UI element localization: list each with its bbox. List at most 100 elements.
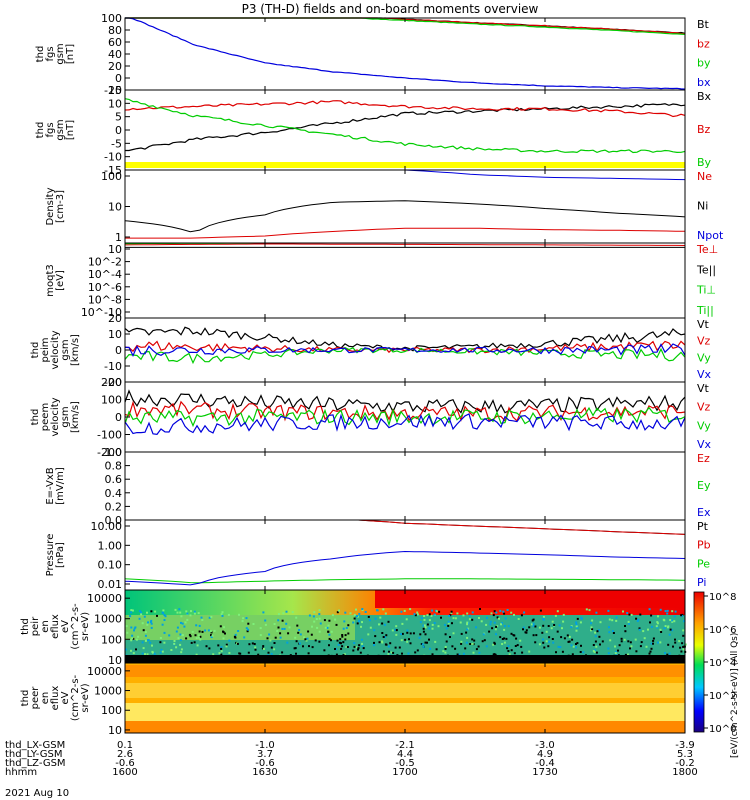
spectrogram-pixel [352,621,355,624]
spectrogram-pixel [373,644,376,647]
ylabel-line: [km/s] [70,401,81,433]
spectrogram-pixel [401,622,404,625]
ytick-label: 10^-4 [88,268,122,281]
spectrogram-red-band [375,590,685,608]
spectrogram-pixel [638,627,641,630]
spectrogram-pixel [151,644,153,647]
spectrogram-pixel [281,619,284,622]
ylabel-line: eV [60,620,71,633]
spectrogram-pixel [146,623,149,626]
spectrogram-pixel [664,610,667,613]
colorbar-tick-label: 10^2 [709,691,736,702]
spectrogram-pixel [341,645,344,648]
series-line-Vx [125,343,686,358]
ytick-label: 1000 [94,685,122,698]
legend-Ti⊥: Ti⊥ [696,284,716,297]
spectrogram-pixel [144,631,147,633]
spectrogram-pixel [659,608,662,611]
ylabel-line: eV [60,691,71,704]
spectrogram-pixel [233,635,236,638]
spectrogram-pixel [220,646,223,649]
spectrogram-pixel [438,610,441,613]
spectrogram-pixel [506,647,509,650]
spectrogram-pixel [217,644,220,647]
spectrogram-pixel [381,641,384,644]
spectrogram-pixel [465,641,468,644]
spectrogram-pixel [335,623,338,626]
panel-3: 100 10 1 Density [cm-3] Ne Ni Npot [45,169,724,244]
spectrogram-pixel [452,632,455,635]
spectrogram-pixel [159,637,162,639]
spectrogram-pixel [201,619,204,621]
spectrogram-pixel [568,635,571,638]
spectrogram-pixel [146,653,149,656]
spectrogram-pixel [662,618,665,621]
spectrogram-pixel [253,643,256,645]
spectrogram-pixel [144,634,147,637]
spectrogram-pixel [173,640,176,642]
spectrogram-pixel [221,611,224,614]
spectrogram-pixel [579,651,582,653]
spectrogram-pixel [299,633,302,636]
spectrogram-pixel [554,614,557,617]
spectrogram-pixel [314,639,317,642]
spectrogram-pixel [624,630,627,633]
spectrogram-pixel [445,640,448,643]
spectrogram-pixel [132,652,135,655]
series-line-bx [125,17,686,90]
spectrogram-pixel [387,652,390,655]
legend-bx: bx [697,76,711,89]
spectrogram-pixel [413,613,416,616]
spectrogram-pixel [153,652,156,655]
spectrogram-pixel [353,642,356,644]
spectrogram-pixel [328,619,331,622]
spectrogram-pixel [212,653,215,656]
spectrogram-pixel [639,645,642,648]
spectrogram-pixel [507,625,510,628]
legend-By: By [697,156,712,169]
spectrogram-pixel [404,638,407,641]
spectrogram-pixel [355,608,357,611]
spectrogram-pixel [130,639,133,642]
spectrogram-pixel [277,619,280,622]
ytick-label: 1000 [94,613,122,626]
spectrogram-pixel [434,640,437,643]
spectrogram-pixel [682,648,685,651]
spectrogram-pixel [130,649,132,652]
spectrogram-pixel [213,629,216,632]
spectrogram-pixel [338,641,341,644]
spectrogram-pixel [168,634,171,637]
spectrogram-pixel [538,643,541,646]
axis-value: 2.6 [117,749,133,760]
spectrogram-pixel [623,638,626,641]
spectrogram-pixel [359,651,362,654]
spectrogram-pixel [663,627,666,630]
spectrogram-pixel [283,627,286,630]
spectrogram-pixel [252,623,255,625]
spectrogram-pixel [452,617,455,620]
spectrogram-pixel [297,631,300,634]
spectrogram-pixel [147,639,149,642]
series-line-Ne [125,227,686,239]
spectrogram-pixel [614,645,616,648]
spectrogram-pixel [156,614,158,617]
spectrogram-pixel [559,646,562,649]
spectrogram-pixel [387,620,390,623]
spectrogram-pixel [323,649,326,652]
spectrogram-pixel [579,621,582,624]
spectrogram-pixel [361,645,364,648]
spectrogram-pixel [442,650,445,653]
spectrogram-pixel [468,614,471,617]
spectrogram-pixel [678,640,681,643]
ytick-label: 15 [108,84,122,97]
spectrogram-pixel [647,628,649,631]
spectrogram-pixel [178,608,181,611]
axis-value: 4.4 [397,749,413,760]
spectrogram-pixel [659,641,662,644]
ylabel-line: [eV] [55,270,66,291]
spectrogram-pixel [545,640,548,643]
spectrogram-pixel [510,649,513,652]
quality-flag-bar [125,162,685,168]
spectrogram-pixel [520,614,523,617]
